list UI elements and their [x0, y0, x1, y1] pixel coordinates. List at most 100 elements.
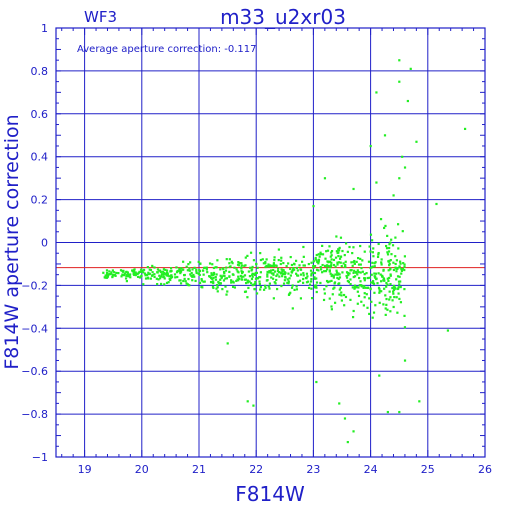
data-point	[315, 290, 318, 294]
data-point	[235, 279, 238, 283]
data-point	[281, 272, 285, 276]
data-point	[270, 276, 273, 279]
data-point	[287, 272, 290, 275]
data-point	[197, 272, 200, 275]
data-point	[212, 286, 215, 290]
data-point	[363, 277, 366, 280]
data-point	[269, 271, 272, 274]
data-point	[272, 263, 276, 266]
data-point	[351, 251, 354, 255]
data-point	[179, 271, 182, 275]
data-point	[339, 286, 342, 289]
data-point	[219, 268, 222, 271]
data-point	[192, 273, 195, 277]
data-point	[332, 263, 336, 267]
data-point	[319, 253, 322, 256]
data-point	[384, 224, 387, 228]
data-point	[267, 265, 270, 268]
data-point	[330, 250, 334, 253]
data-point	[246, 296, 249, 299]
data-point	[313, 276, 316, 279]
data-point	[396, 223, 400, 226]
data-point	[117, 271, 120, 275]
data-point	[353, 284, 357, 287]
data-point	[325, 264, 329, 267]
data-point	[400, 272, 403, 275]
data-point	[144, 277, 148, 280]
data-point	[299, 268, 303, 271]
data-point	[406, 99, 409, 103]
data-point	[124, 277, 128, 280]
data-point	[357, 271, 360, 274]
data-point	[394, 262, 397, 266]
data-point	[371, 239, 374, 242]
data-point	[370, 273, 373, 276]
data-point	[347, 280, 351, 284]
data-point	[328, 260, 332, 263]
data-point	[115, 271, 118, 275]
data-point	[344, 242, 348, 245]
data-point	[314, 256, 317, 260]
data-point	[216, 259, 219, 262]
data-point	[331, 293, 334, 296]
data-point	[111, 275, 114, 279]
data-point	[446, 329, 450, 332]
data-point	[268, 282, 272, 285]
data-point	[398, 80, 401, 83]
data-point	[240, 267, 243, 270]
data-point	[292, 266, 295, 270]
data-point	[367, 260, 371, 263]
data-point	[399, 280, 402, 283]
data-point	[106, 275, 110, 278]
data-point	[266, 275, 269, 278]
data-point	[194, 279, 197, 283]
data-point	[133, 268, 136, 271]
data-point	[396, 287, 399, 291]
data-point	[379, 218, 383, 221]
data-point	[276, 273, 279, 276]
data-point	[169, 278, 172, 282]
data-point	[127, 275, 130, 278]
data-point	[368, 297, 371, 300]
data-point	[337, 251, 340, 254]
data-point	[389, 273, 392, 276]
data-point	[184, 280, 187, 283]
data-point	[369, 233, 373, 236]
data-point	[255, 263, 258, 266]
data-point	[386, 234, 389, 238]
data-point	[397, 247, 400, 250]
data-point	[315, 380, 318, 384]
data-point	[330, 261, 333, 264]
data-point	[159, 269, 162, 272]
data-point	[139, 270, 143, 273]
data-point	[105, 276, 109, 279]
data-point	[256, 266, 259, 269]
data-point	[136, 275, 140, 278]
data-point	[105, 269, 109, 272]
data-point	[280, 256, 283, 259]
data-point	[157, 278, 160, 281]
data-point	[212, 266, 216, 270]
data-point	[315, 281, 319, 284]
data-point	[373, 291, 376, 294]
data-point	[384, 294, 387, 297]
data-point	[335, 250, 338, 253]
data-point	[147, 272, 150, 276]
data-point	[246, 279, 249, 282]
data-point	[210, 272, 213, 275]
data-point	[338, 273, 341, 276]
data-point	[352, 187, 355, 191]
data-point	[399, 262, 402, 265]
data-point	[337, 255, 340, 258]
data-point	[359, 280, 362, 283]
data-point	[324, 257, 327, 260]
data-point	[180, 270, 183, 273]
x-tick-label: 19	[78, 463, 92, 476]
data-point	[270, 272, 274, 275]
data-point	[289, 274, 292, 277]
data-point	[187, 263, 190, 266]
data-point	[338, 246, 341, 250]
data-point	[293, 263, 296, 266]
data-point	[385, 297, 388, 301]
data-point	[177, 269, 180, 272]
